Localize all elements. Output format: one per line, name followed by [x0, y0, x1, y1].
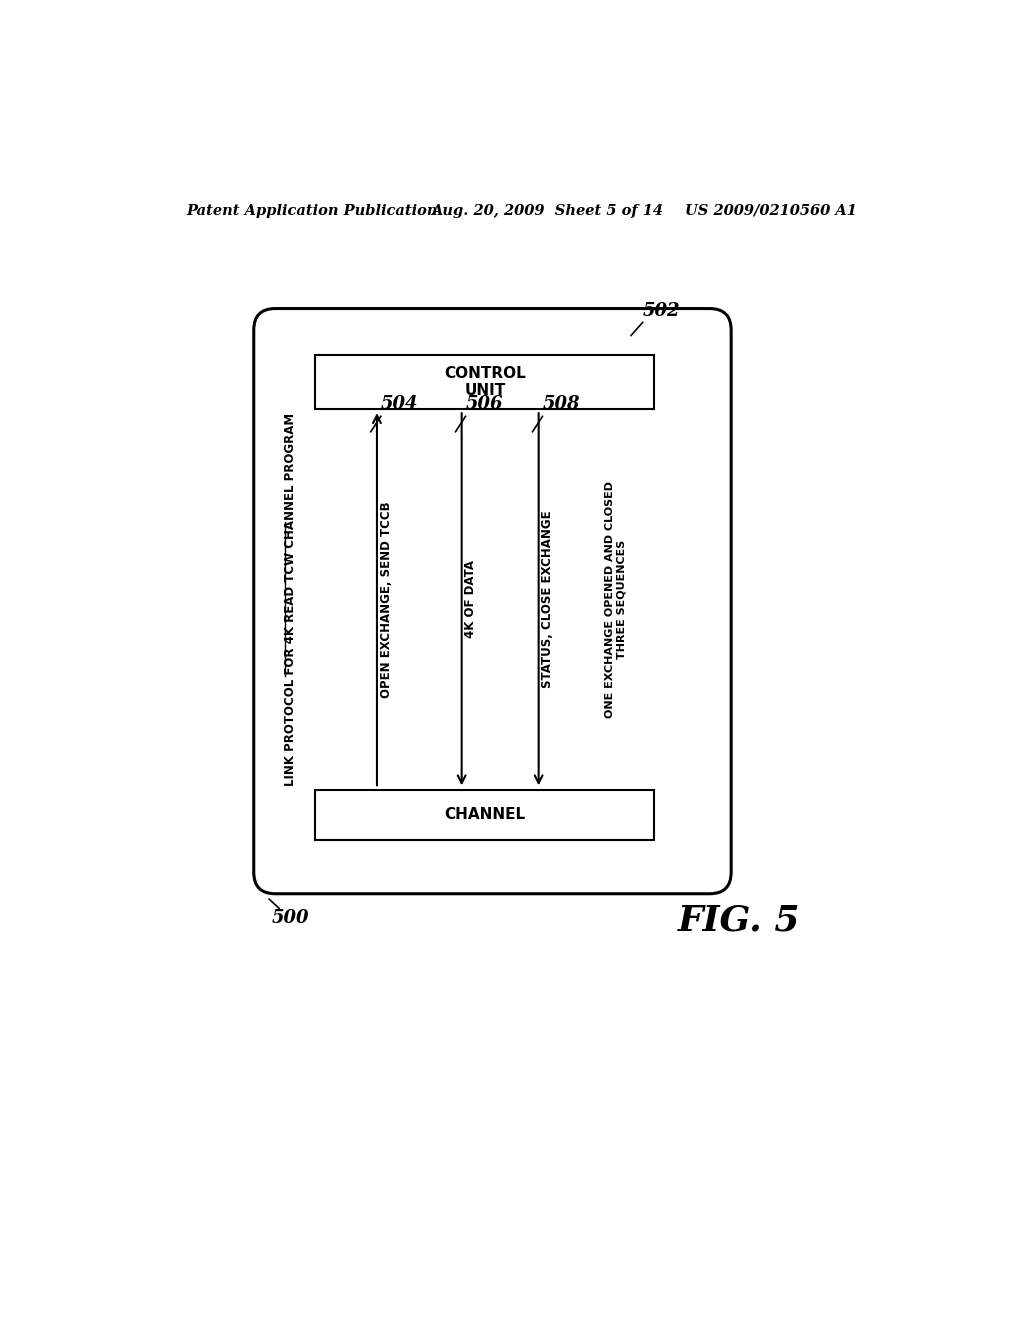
Text: 502: 502: [643, 302, 680, 321]
Bar: [315, 789, 654, 840]
Bar: [315, 355, 654, 409]
Text: STATUS, CLOSE EXCHANGE: STATUS, CLOSE EXCHANGE: [542, 511, 554, 688]
Text: CHANNEL: CHANNEL: [444, 808, 525, 822]
Text: 4K OF DATA: 4K OF DATA: [465, 560, 477, 639]
Text: LINK PROTOCOL FOR 4K READ TCW CHANNEL PROGRAM: LINK PROTOCOL FOR 4K READ TCW CHANNEL PR…: [285, 413, 297, 785]
Text: Patent Application Publication: Patent Application Publication: [186, 203, 437, 218]
Text: 504: 504: [381, 395, 419, 413]
Text: 508: 508: [543, 395, 580, 413]
Text: Aug. 20, 2009  Sheet 5 of 14: Aug. 20, 2009 Sheet 5 of 14: [431, 203, 663, 218]
Text: FIG. 5: FIG. 5: [678, 904, 800, 937]
FancyBboxPatch shape: [254, 309, 731, 894]
Text: CONTROL
UNIT: CONTROL UNIT: [443, 366, 525, 397]
Text: 506: 506: [466, 395, 503, 413]
Text: ONE EXCHANGE OPENED AND CLOSED
THREE SEQUENCES: ONE EXCHANGE OPENED AND CLOSED THREE SEQ…: [605, 480, 627, 718]
Text: OPEN EXCHANGE, SEND TCCB: OPEN EXCHANGE, SEND TCCB: [380, 500, 392, 697]
Text: US 2009/0210560 A1: US 2009/0210560 A1: [685, 203, 857, 218]
Text: 500: 500: [271, 909, 309, 927]
